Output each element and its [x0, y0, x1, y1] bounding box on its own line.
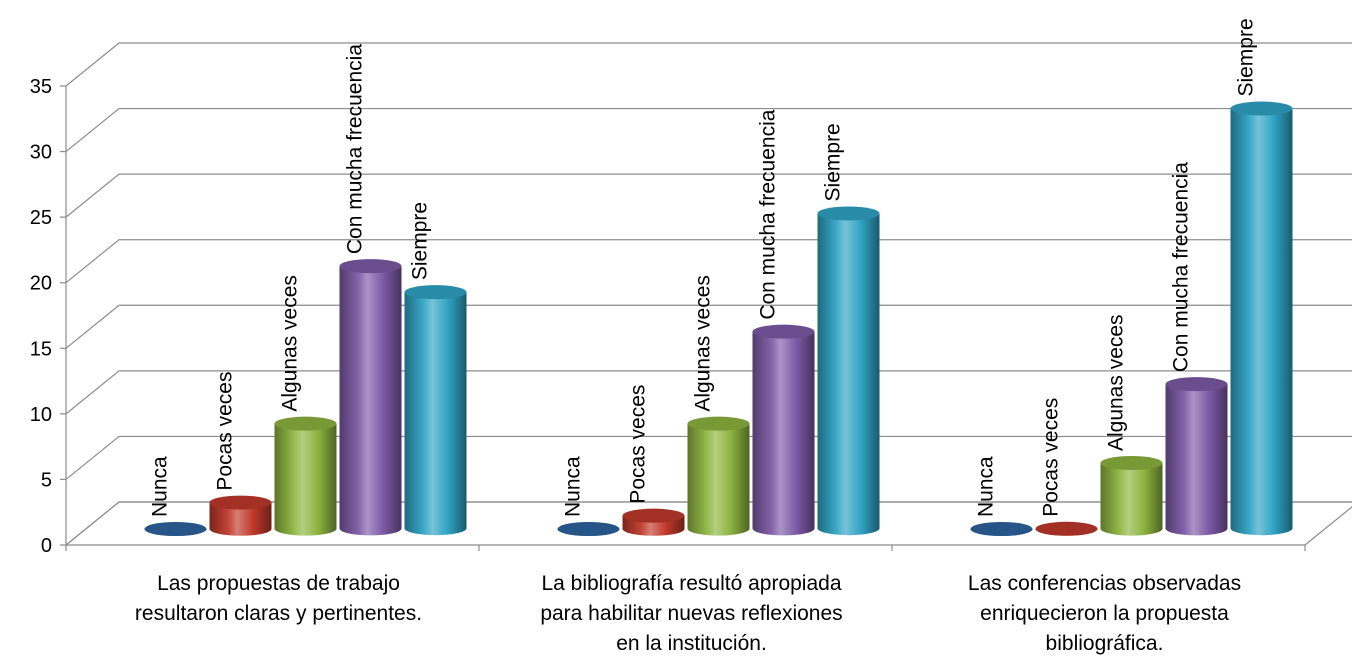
data-label: Siempre [409, 202, 432, 280]
bar-body [1230, 108, 1293, 536]
bar-top [1035, 521, 1098, 536]
data-label: Siempre [822, 123, 845, 201]
bar-body [1165, 384, 1228, 536]
bar [144, 522, 207, 537]
data-label: Con mucha frecuencia [1170, 162, 1193, 372]
bar-top [1230, 101, 1293, 116]
bar-top [1165, 377, 1228, 392]
bar-top [339, 259, 402, 274]
bar-body [1100, 463, 1163, 536]
bar [557, 522, 620, 537]
data-label: Con mucha frecuencia [344, 44, 367, 254]
y-tick-label: 25 [30, 207, 52, 229]
data-label: Algunas veces [692, 275, 715, 412]
data-label: Nunca [562, 456, 585, 517]
bar-top [817, 206, 880, 221]
bar [1100, 456, 1163, 536]
bar-top [687, 416, 750, 431]
bar-top [752, 324, 815, 339]
bar-body [404, 292, 467, 536]
y-tick-label: 15 [30, 338, 52, 360]
bar-body [209, 502, 272, 536]
gridline [65, 239, 1352, 284]
gridline [65, 435, 1352, 480]
gridline [65, 107, 1352, 153]
data-label: Algunas veces [279, 275, 302, 412]
y-tick-label: 5 [41, 469, 52, 491]
bar [1165, 377, 1228, 536]
bar [1230, 101, 1293, 536]
y-tick-label: 35 [30, 76, 52, 98]
gridline [65, 370, 1352, 415]
x-axis [65, 545, 1306, 551]
bar-top [274, 416, 337, 431]
bar [1035, 521, 1098, 536]
bar [274, 416, 337, 536]
data-label: Pocas veces [214, 372, 237, 491]
x-category-label: Las propuestas de trabajo resultaron clar… [135, 572, 422, 625]
bar [339, 259, 402, 536]
bars [144, 101, 1293, 537]
x-axis-category-labels: Las propuestas de trabajo resultaron clar… [135, 572, 1241, 655]
bar-top [970, 522, 1033, 536]
data-label: Con mucha frecuencia [757, 109, 780, 319]
bar-top [622, 508, 685, 523]
bar-body [274, 423, 337, 536]
bar-top [557, 522, 620, 536]
gridline [65, 42, 1352, 87]
bar-top [144, 522, 207, 536]
bar-top [404, 285, 467, 300]
bar [404, 285, 467, 536]
bar [752, 324, 815, 536]
data-label: Nunca [149, 456, 172, 517]
x-category-label: Las conferencias observadas enriquecieron… [968, 572, 1241, 655]
bar [817, 206, 880, 536]
bar-body [339, 266, 402, 536]
data-label: Pocas veces [627, 385, 650, 504]
bar-top [1100, 456, 1163, 471]
bar [622, 508, 685, 536]
y-tick-label: 10 [30, 404, 52, 426]
data-labels: Nunca Pocas veces Algunas veces Con mucha f… [149, 18, 1258, 517]
y-tick-label: 0 [41, 535, 52, 557]
data-label: Nunca [975, 456, 998, 517]
y-tick-label: 30 [30, 142, 52, 164]
data-label: Pocas veces [1040, 398, 1063, 517]
bar-body [752, 331, 815, 536]
y-axis-ticks: 0 5 10 15 20 25 30 35 [30, 76, 66, 557]
data-label: Algunas veces [1105, 314, 1128, 451]
bar-top [209, 495, 272, 510]
bar [209, 495, 272, 536]
gridlines [65, 42, 1352, 546]
bar-body [817, 213, 880, 536]
bar-body [687, 423, 750, 536]
gridline [65, 173, 1352, 218]
bar [687, 416, 750, 536]
bar [970, 522, 1033, 537]
y-tick-label: 20 [30, 273, 52, 295]
data-label: Siempre [1235, 18, 1258, 96]
x-category-label: La bibliografía resultó apropiada para ha… [540, 572, 842, 655]
gridline [65, 501, 1352, 546]
gridline [65, 304, 1352, 349]
